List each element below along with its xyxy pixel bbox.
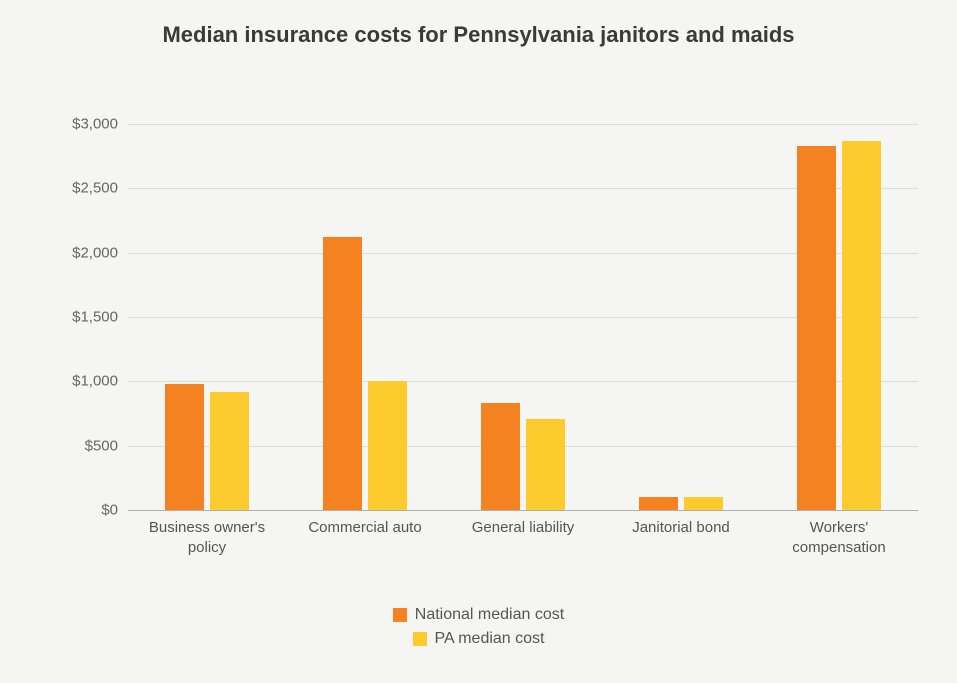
chart-container: Median insurance costs for Pennsylvania …	[0, 0, 957, 683]
x-axis-tick-label: General liability	[448, 510, 598, 538]
bar	[368, 381, 407, 510]
bar	[165, 384, 204, 510]
legend-item: National median cost	[393, 606, 564, 624]
x-axis-tick-label: Workers' compensation	[764, 510, 914, 557]
y-axis-tick-label: $2,000	[72, 244, 128, 261]
x-axis-tick-label: Business owner's policy	[132, 510, 282, 557]
y-axis-tick-label: $0	[101, 502, 128, 519]
legend-swatch	[413, 632, 427, 646]
bar	[481, 403, 520, 510]
y-axis-tick-label: $1,500	[72, 309, 128, 326]
legend: National median cost PA median cost	[0, 606, 957, 648]
chart-title: Median insurance costs for Pennsylvania …	[0, 22, 957, 48]
bar	[797, 146, 836, 510]
bar	[684, 497, 723, 510]
legend-label: National median cost	[415, 606, 564, 624]
x-axis-tick-label: Janitorial bond	[606, 510, 756, 538]
plot-area: $0$500$1,000$1,500$2,000$2,500$3,000Busi…	[128, 124, 918, 510]
bar	[323, 237, 362, 510]
bar	[842, 141, 881, 510]
bar	[210, 392, 249, 510]
gridline	[128, 124, 918, 125]
y-axis-tick-label: $1,000	[72, 373, 128, 390]
bar	[526, 419, 565, 510]
legend-item: PA median cost	[413, 630, 545, 648]
x-axis-tick-label: Commercial auto	[290, 510, 440, 538]
legend-swatch	[393, 608, 407, 622]
legend-label: PA median cost	[435, 630, 545, 648]
bar	[639, 497, 678, 510]
y-axis-tick-label: $500	[85, 437, 128, 454]
y-axis-tick-label: $2,500	[72, 180, 128, 197]
y-axis-tick-label: $3,000	[72, 116, 128, 133]
